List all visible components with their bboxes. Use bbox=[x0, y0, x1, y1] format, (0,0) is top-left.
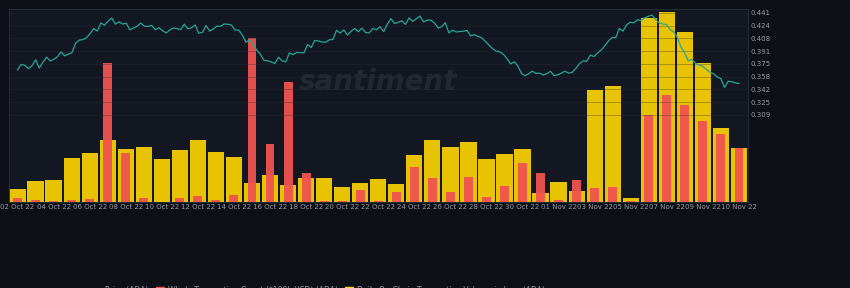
Bar bbox=[139, 198, 148, 202]
Bar bbox=[572, 180, 581, 202]
Bar bbox=[641, 18, 657, 202]
Bar bbox=[442, 147, 458, 202]
Bar bbox=[713, 128, 729, 202]
Bar bbox=[551, 182, 567, 202]
Bar bbox=[694, 63, 711, 202]
Bar bbox=[604, 86, 620, 202]
Bar bbox=[388, 184, 405, 202]
Bar bbox=[446, 192, 455, 202]
Bar bbox=[82, 153, 98, 202]
Bar bbox=[554, 200, 563, 202]
Bar bbox=[244, 183, 260, 202]
Bar bbox=[194, 196, 202, 202]
Bar bbox=[677, 32, 693, 202]
Bar bbox=[586, 90, 603, 202]
Bar bbox=[230, 195, 238, 202]
Bar bbox=[154, 159, 170, 202]
Bar bbox=[461, 143, 477, 202]
Bar bbox=[284, 82, 292, 202]
Bar bbox=[496, 154, 513, 202]
Bar bbox=[280, 185, 296, 202]
Bar bbox=[482, 197, 491, 202]
Bar bbox=[226, 157, 242, 202]
Bar bbox=[374, 201, 382, 202]
Bar bbox=[85, 199, 94, 202]
Bar bbox=[247, 38, 257, 202]
Bar bbox=[569, 191, 585, 202]
Bar bbox=[699, 121, 707, 202]
Bar bbox=[662, 96, 672, 202]
Bar bbox=[392, 192, 400, 202]
Bar bbox=[67, 200, 76, 202]
Bar bbox=[518, 163, 527, 202]
Bar bbox=[64, 158, 80, 202]
Bar bbox=[262, 175, 278, 202]
Bar bbox=[464, 177, 473, 202]
Bar bbox=[13, 198, 22, 202]
Bar bbox=[212, 200, 220, 202]
Bar bbox=[337, 200, 347, 202]
Bar bbox=[514, 149, 530, 202]
Bar bbox=[644, 115, 654, 202]
Bar bbox=[370, 179, 387, 202]
Bar bbox=[122, 153, 130, 202]
Bar bbox=[500, 186, 509, 202]
Bar bbox=[190, 140, 206, 202]
Bar bbox=[136, 147, 152, 202]
Bar bbox=[334, 187, 350, 202]
Bar bbox=[734, 147, 744, 202]
Bar bbox=[175, 198, 184, 202]
Bar bbox=[428, 179, 437, 202]
Bar bbox=[590, 188, 599, 202]
Bar bbox=[207, 152, 224, 202]
Bar bbox=[352, 183, 368, 202]
Text: santiment: santiment bbox=[299, 68, 457, 96]
Bar bbox=[302, 173, 310, 202]
Bar bbox=[356, 190, 365, 202]
Bar bbox=[731, 147, 747, 202]
Bar bbox=[265, 144, 275, 202]
Bar bbox=[172, 150, 188, 202]
Legend: Price (ADA), Whale Transaction Count (*100k USD) (ADA), Daily On-Chain Transacti: Price (ADA), Whale Transaction Count (*1… bbox=[90, 283, 547, 288]
Bar bbox=[298, 178, 314, 202]
Bar bbox=[626, 200, 635, 202]
Bar bbox=[424, 141, 440, 202]
Bar bbox=[316, 178, 332, 202]
Bar bbox=[532, 193, 549, 202]
Bar bbox=[9, 189, 26, 202]
Bar bbox=[49, 201, 58, 202]
Bar bbox=[623, 198, 639, 202]
Bar bbox=[717, 134, 725, 202]
Bar bbox=[103, 63, 112, 202]
Bar bbox=[659, 12, 675, 202]
Bar bbox=[27, 181, 43, 202]
Bar bbox=[680, 105, 689, 202]
Bar bbox=[479, 159, 495, 202]
Bar bbox=[99, 140, 116, 202]
Bar bbox=[406, 156, 422, 202]
Bar bbox=[536, 173, 545, 202]
Bar bbox=[31, 200, 40, 202]
Bar bbox=[46, 180, 62, 202]
Bar bbox=[609, 187, 617, 202]
Bar bbox=[410, 167, 419, 202]
Bar bbox=[117, 149, 133, 202]
